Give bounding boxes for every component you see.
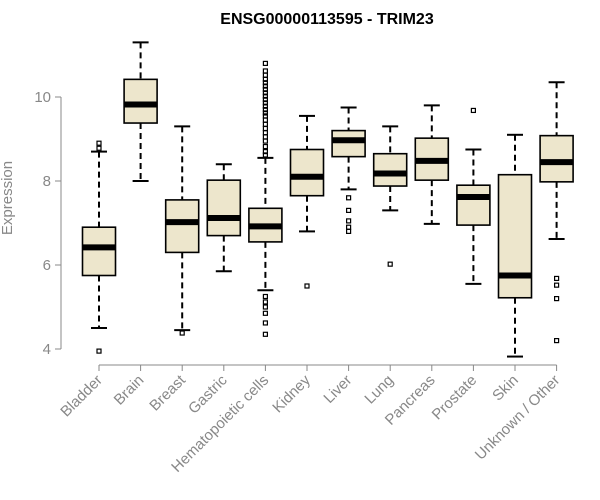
outlier-point xyxy=(262,86,268,93)
y-axis: 4 6 8 10 xyxy=(34,89,62,358)
outlier-point xyxy=(262,113,268,119)
iqr-box xyxy=(539,134,574,183)
outlier-point xyxy=(262,117,268,123)
box-group-unknown-other xyxy=(539,81,574,344)
outlier-point xyxy=(262,90,268,96)
x-tick-label: Liver xyxy=(320,372,355,407)
outlier-point xyxy=(262,93,268,99)
outlier-point xyxy=(262,310,268,316)
outlier-point xyxy=(262,110,268,116)
box-group-pancreas xyxy=(414,104,450,225)
box-group-breast xyxy=(164,125,200,336)
box-group-gastric xyxy=(206,163,242,273)
x-tick-label: Kidney xyxy=(269,371,314,416)
y-tick-label: 10 xyxy=(34,89,51,106)
outlier-point xyxy=(262,68,268,74)
y-tick-label: 6 xyxy=(43,257,51,274)
iqr-box xyxy=(497,173,533,299)
outlier-point xyxy=(262,331,268,337)
outlier-point xyxy=(262,121,268,127)
outlier-point xyxy=(262,138,268,144)
outlier-point xyxy=(262,83,268,89)
outlier-point xyxy=(262,72,268,78)
y-tick-label: 8 xyxy=(43,173,51,190)
box-group-bladder xyxy=(81,140,117,354)
y-tick-label: 4 xyxy=(43,341,51,358)
box-group-brain xyxy=(123,41,158,182)
outlier-point xyxy=(262,60,268,67)
outlier-point xyxy=(179,330,185,336)
outlier-point xyxy=(346,207,352,213)
x-tick-label: Prostate xyxy=(429,372,481,424)
outlier-point xyxy=(387,261,393,267)
chart-title: ENSG00000113595 - TRIM23 xyxy=(220,11,434,28)
outlier-point xyxy=(262,320,268,326)
outlier-point xyxy=(262,149,268,155)
outlier-point xyxy=(346,218,352,224)
outlier-point xyxy=(346,224,352,230)
outlier-point xyxy=(304,283,310,289)
box-group-hematopoietic-cells xyxy=(248,60,283,337)
box-group-lung xyxy=(372,125,408,267)
outlier-point xyxy=(262,100,268,106)
outlier-point xyxy=(262,106,268,113)
outlier-point xyxy=(96,348,102,354)
box-group-kidney xyxy=(289,114,325,289)
outlier-point xyxy=(262,103,268,109)
outlier-point xyxy=(262,130,268,136)
x-tick-label: Brain xyxy=(111,372,148,409)
outlier-point xyxy=(262,304,268,310)
outlier-point xyxy=(262,125,268,132)
x-tick-label: Lung xyxy=(361,372,397,408)
outlier-point xyxy=(553,275,560,282)
outlier-point xyxy=(553,338,560,344)
outlier-point xyxy=(262,293,268,300)
box-group-liver xyxy=(331,106,366,234)
x-tick-label: Skin xyxy=(489,372,522,405)
outlier-point xyxy=(553,282,560,288)
iqr-box xyxy=(456,184,491,226)
outlier-point xyxy=(262,76,268,82)
y-axis-label: Expression xyxy=(0,161,16,235)
outlier-point xyxy=(470,107,476,114)
outlier-point xyxy=(346,195,352,201)
iqr-box xyxy=(289,148,325,197)
iqr-box xyxy=(123,78,158,124)
outlier-point xyxy=(262,96,268,103)
outlier-point xyxy=(96,145,102,151)
iqr-box xyxy=(81,226,117,277)
outlier-point xyxy=(553,296,560,302)
box-group-prostate xyxy=(456,107,491,285)
box-group-skin xyxy=(497,133,533,358)
x-tick-label: Breast xyxy=(146,371,189,414)
outlier-point xyxy=(262,134,268,140)
outlier-point xyxy=(262,152,268,158)
x-tick-label: Bladder xyxy=(57,372,106,421)
outlier-point xyxy=(96,140,102,146)
iqr-box xyxy=(372,152,408,187)
plot-area xyxy=(81,41,574,358)
iqr-box xyxy=(164,199,200,254)
outlier-point xyxy=(262,143,268,150)
iqr-box xyxy=(206,179,242,237)
outlier-point xyxy=(262,299,268,305)
outlier-point xyxy=(262,80,268,86)
iqr-box xyxy=(331,129,366,158)
outlier-point xyxy=(346,228,352,234)
